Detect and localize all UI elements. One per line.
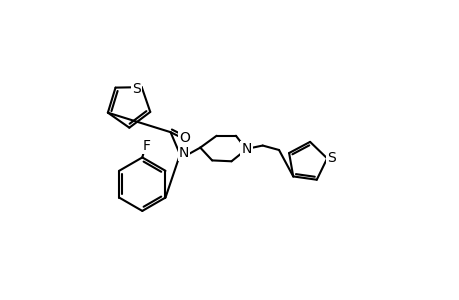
Text: S: S	[132, 82, 141, 96]
Text: F: F	[142, 139, 150, 152]
Text: S: S	[326, 152, 335, 165]
Text: N: N	[241, 142, 251, 156]
Text: N: N	[179, 146, 189, 160]
Text: O: O	[179, 130, 190, 145]
